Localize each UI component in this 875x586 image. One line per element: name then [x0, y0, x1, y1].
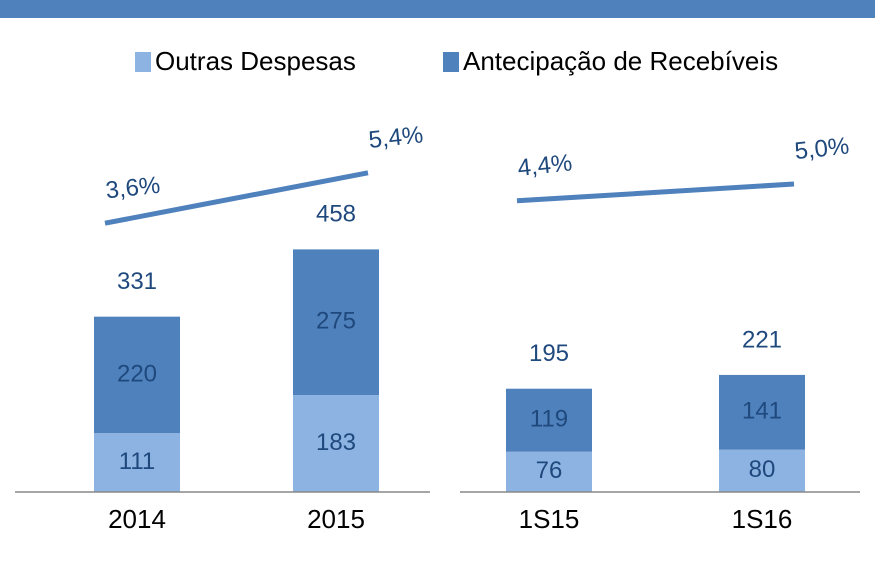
value-label: 220 — [117, 360, 157, 387]
line-value-label: 4,4% — [516, 149, 573, 182]
line — [104, 170, 369, 226]
bar-segment — [719, 449, 805, 492]
legend-label: Antecipação de Recebíveis — [463, 46, 778, 76]
total-label: 331 — [117, 268, 157, 295]
value-label: 80 — [749, 456, 776, 483]
bar-segment — [293, 395, 379, 492]
total-label: 458 — [316, 201, 356, 228]
line — [516, 181, 795, 204]
x-tick-label: 2015 — [307, 504, 365, 534]
x-tick-label: 2014 — [108, 504, 166, 534]
bar-segment — [719, 374, 805, 450]
value-label: 183 — [316, 429, 356, 456]
bar-segment — [94, 433, 180, 492]
bar-segment — [506, 451, 592, 492]
legend-swatch — [443, 52, 459, 72]
value-label: 275 — [316, 308, 356, 335]
bar-segment — [94, 316, 180, 434]
x-tick-label: 1S16 — [732, 504, 793, 534]
header-band — [0, 0, 875, 18]
line-value-label: 5,4% — [367, 121, 424, 154]
total-label: 195 — [529, 340, 569, 367]
line-value-label: 3,6% — [104, 172, 161, 205]
line-value-label: 5,0% — [793, 133, 850, 166]
bar-segment — [293, 249, 379, 396]
value-label: 76 — [536, 457, 563, 484]
bar-segment — [506, 388, 592, 452]
total-label: 221 — [742, 326, 782, 353]
value-label: 111 — [119, 448, 155, 475]
value-label: 141 — [742, 398, 782, 425]
legend-swatch — [135, 52, 151, 72]
value-label: 119 — [530, 406, 568, 433]
x-tick-label: 1S15 — [519, 504, 580, 534]
legend-label: Outras Despesas — [155, 46, 356, 76]
